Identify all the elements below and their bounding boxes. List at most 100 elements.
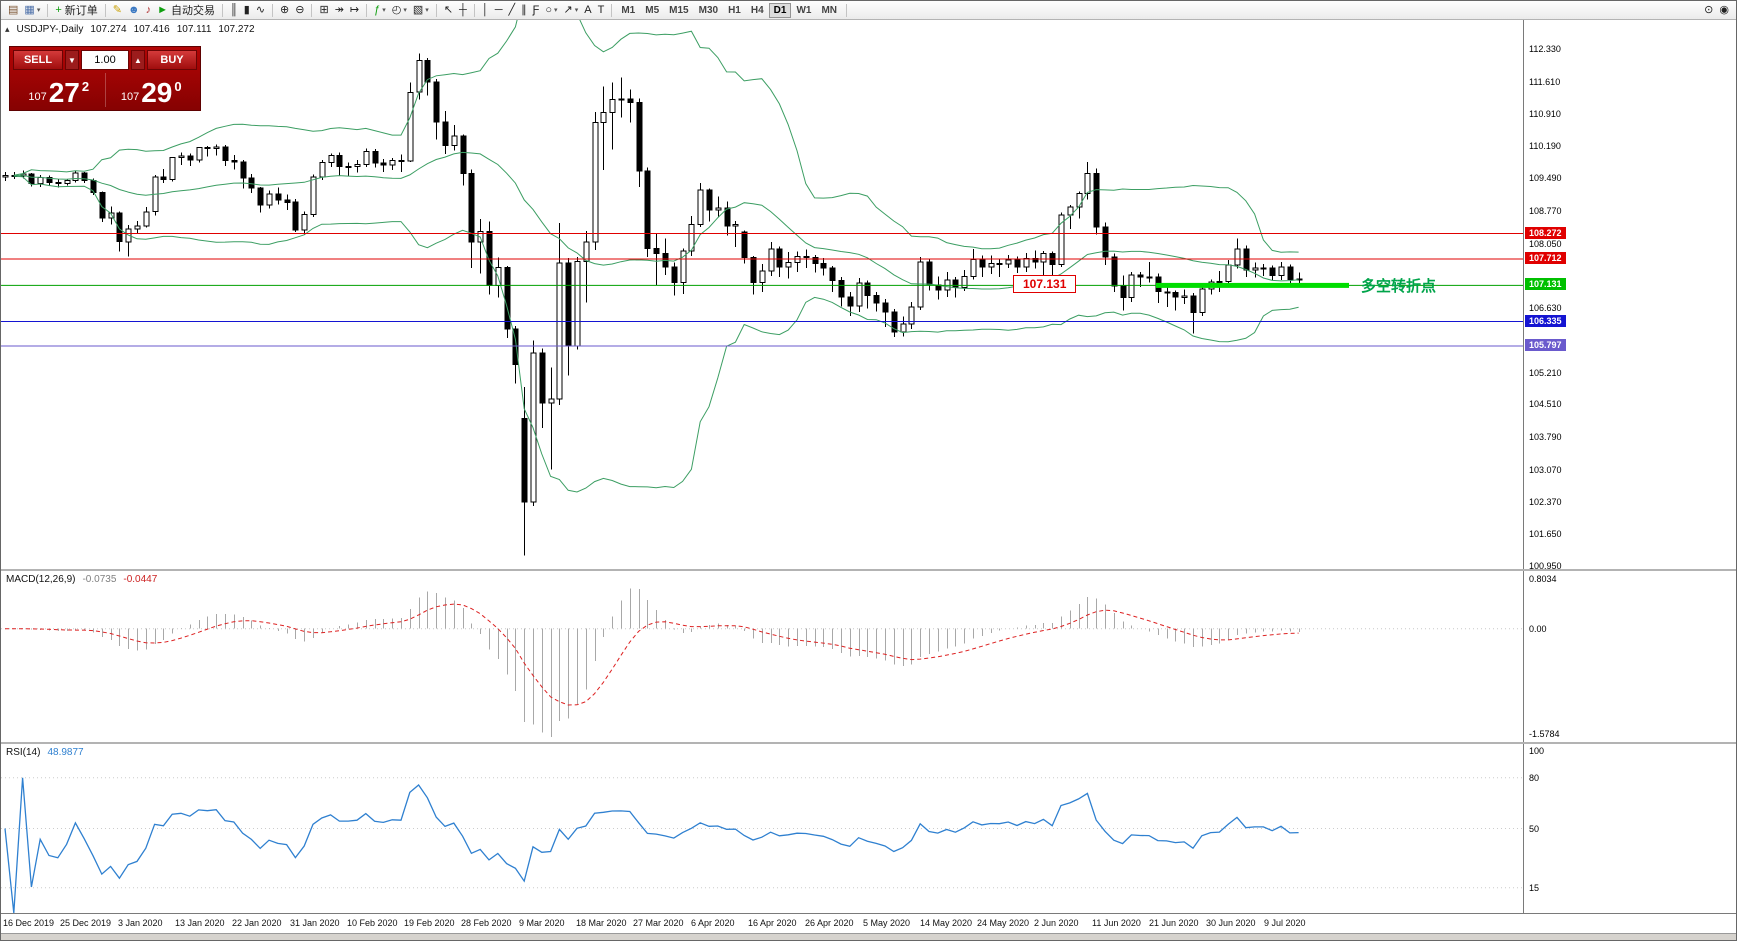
crosshair-button[interactable]: ┼ (456, 2, 470, 19)
tf-m1-button[interactable]: M1 (616, 3, 640, 18)
tf-mn-button[interactable]: MN (816, 3, 842, 18)
macd-signal-line (5, 603, 1299, 706)
date-label: 25 Dec 2019 (60, 918, 112, 928)
chart-ohlc-header: ▴ USDJPY-,Daily 107.274 107.416 107.111 … (5, 24, 255, 35)
trendline-button[interactable]: ╱ (506, 2, 519, 19)
toolbar-separator (221, 3, 223, 17)
cursor-button[interactable]: ↖ (441, 2, 456, 19)
rsi-canvas[interactable] (1, 744, 1523, 913)
macd-panel[interactable]: 0.8034 0.00 -1.5784 MACD(12,26,9) -0.0735 … (1, 569, 1736, 742)
channel-icon: ∥ (521, 3, 527, 16)
ohlc-high: 107.416 (133, 24, 170, 35)
autotrading-button[interactable]: ► 自动交易 (154, 2, 218, 19)
toolbar-separator (473, 3, 475, 17)
pivot-annotation-text[interactable]: 多空转折点 (1361, 278, 1437, 296)
vertical-line-button[interactable]: │ (479, 2, 492, 19)
alerts-button[interactable]: ♪ (143, 2, 155, 19)
one-click-toggle-icon[interactable]: ▴ (5, 24, 10, 34)
tf-h4-button[interactable]: H4 (746, 3, 769, 18)
metaeditor-button[interactable]: ✎ (110, 2, 125, 19)
line-chart-button[interactable]: ∿ (253, 2, 268, 19)
community-button[interactable]: ☻ (125, 2, 143, 19)
tile-windows-button[interactable]: ⊞ (316, 2, 331, 19)
toolbar-separator (47, 3, 49, 17)
zoom-out-button[interactable]: ⊖ (292, 2, 307, 19)
buy-price[interactable]: 107 29 0 (104, 73, 198, 109)
tf-h1-button[interactable]: H1 (723, 3, 746, 18)
templates-button[interactable]: ▧ ▾ (410, 2, 432, 19)
dropdown-arrow-icon: ▾ (403, 7, 407, 14)
volume-decrease-button[interactable]: ▼ (65, 50, 79, 70)
rsi-axis-label: 80 (1529, 773, 1540, 783)
chat-button[interactable]: ◉ (1716, 2, 1732, 19)
price-badge: 107.712 (1525, 252, 1566, 264)
price-tick: 105.210 (1529, 368, 1562, 378)
date-label: 21 Jun 2020 (1149, 918, 1199, 928)
chart-shift-button[interactable]: ↦ (347, 2, 362, 19)
window-bottom-edge (1, 933, 1736, 940)
ohlc-close: 107.272 (218, 24, 255, 35)
periods-button[interactable]: ◴ ▾ (389, 2, 410, 19)
price-badge: 108.272 (1525, 227, 1566, 239)
auto-scroll-button[interactable]: ↠ (332, 2, 347, 19)
pivot-price-label[interactable]: 107.131 (1013, 275, 1077, 294)
new-order-button-label: 新订单 (64, 5, 98, 17)
new-order-button[interactable]: + 新订单 (52, 2, 100, 19)
tf-d1-button-label: D1 (773, 4, 787, 16)
fibonacci-button[interactable]: Ƒ (530, 2, 543, 19)
horizontal-line-button[interactable]: ─ (492, 2, 506, 19)
tf-m1-button-label: M1 (621, 4, 636, 16)
sell-price-prefix: 107 (28, 91, 47, 103)
indicators-button[interactable]: ƒ ▾ (371, 2, 389, 19)
macd-name: MACD(12,26,9) (6, 574, 76, 585)
price-chart-panel[interactable]: 112.330 111.610 110.910 110.190 109.490 108.7… (1, 20, 1736, 571)
bollinger-lower-band (13, 175, 1299, 493)
new-chart-button[interactable]: ▤ (5, 2, 21, 19)
crosshair-icon: ┼ (459, 3, 467, 16)
sell-button[interactable]: SELL (13, 50, 63, 70)
buy-price-big: 29 (141, 77, 173, 109)
dropdown-arrow-icon: ▾ (574, 7, 579, 14)
vertical-line-icon: │ (481, 3, 489, 16)
autotrading-button-label: 自动交易 (170, 5, 215, 17)
sell-price[interactable]: 107 27 2 (13, 73, 105, 107)
one-click-trading-panel: SELL ▼ ▲ BUY 107 27 2 107 29 0 (9, 46, 201, 111)
tf-w1-button[interactable]: W1 (791, 3, 816, 18)
macd-value-main: -0.0735 (82, 574, 117, 585)
rsi-value: 48.9877 (47, 747, 84, 758)
channel-button[interactable]: ∥ (518, 2, 530, 19)
volume-input[interactable] (81, 50, 129, 70)
text-button[interactable]: A (581, 2, 594, 19)
tf-m15-button[interactable]: M15 (664, 3, 693, 18)
zoom-in-button[interactable]: ⊕ (277, 2, 292, 19)
date-label: 24 May 2020 (977, 918, 1030, 928)
date-label: 26 Apr 2020 (805, 918, 854, 928)
rsi-panel[interactable]: 100 80 50 15 RSI(14) 48.9877 (1, 742, 1736, 913)
bar-chart-button[interactable]: ║ (227, 2, 241, 19)
label-button[interactable]: T (595, 2, 608, 19)
volume-increase-button[interactable]: ▲ (131, 50, 145, 70)
shapes-button[interactable]: ○ ▾ (542, 2, 560, 19)
tf-m5-button[interactable]: M5 (640, 3, 664, 18)
price-chart-canvas[interactable] (1, 20, 1523, 569)
tf-d1-button[interactable]: D1 (768, 2, 792, 18)
toolbar-separator (611, 3, 613, 17)
date-label: 13 Jan 2020 (175, 918, 225, 928)
candlestick-chart-button[interactable]: ▮ (241, 2, 253, 19)
buy-button[interactable]: BUY (147, 50, 197, 70)
macd-axis: 0.8034 0.00 -1.5784 (1523, 571, 1736, 742)
tf-m30-button-label: M30 (698, 4, 719, 16)
macd-canvas[interactable] (1, 571, 1523, 742)
tf-m30-button[interactable]: M30 (694, 3, 723, 18)
price-axis: 112.330 111.610 110.910 110.190 109.490 108.7… (1523, 20, 1736, 571)
price-tick: 108.050 (1529, 239, 1562, 249)
profiles-button[interactable]: ▦ ▾ (21, 2, 43, 19)
toolbar-separator (435, 3, 437, 17)
shapes-icon: ○ (545, 3, 553, 16)
macd-axis-label: 0.00 (1529, 624, 1547, 634)
search-button[interactable]: ⊙ (1701, 2, 1716, 19)
price-tick: 111.610 (1529, 77, 1561, 87)
cursor-icon: ↖ (443, 3, 454, 16)
arrows-button[interactable]: ↗ ▾ (561, 2, 582, 19)
bollinger-middle-band (13, 151, 1299, 290)
